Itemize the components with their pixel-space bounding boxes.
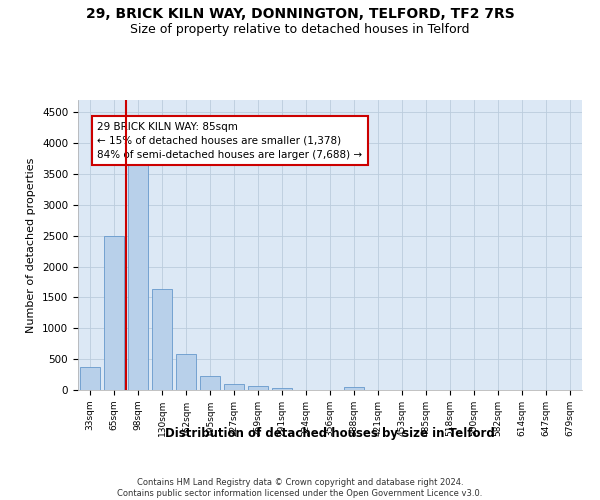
Text: Contains HM Land Registry data © Crown copyright and database right 2024.
Contai: Contains HM Land Registry data © Crown c… <box>118 478 482 498</box>
Bar <box>176 354 196 390</box>
Bar <box>248 386 268 390</box>
Bar <box>104 236 124 390</box>
Bar <box>128 160 148 390</box>
Bar <box>224 384 244 390</box>
Bar <box>80 367 100 390</box>
Text: Size of property relative to detached houses in Telford: Size of property relative to detached ho… <box>130 22 470 36</box>
Bar <box>152 290 172 390</box>
Text: 29 BRICK KILN WAY: 85sqm
← 15% of detached houses are smaller (1,378)
84% of sem: 29 BRICK KILN WAY: 85sqm ← 15% of detach… <box>97 122 362 160</box>
Bar <box>200 376 220 390</box>
Text: Distribution of detached houses by size in Telford: Distribution of detached houses by size … <box>165 428 495 440</box>
Bar <box>272 388 292 390</box>
Y-axis label: Number of detached properties: Number of detached properties <box>26 158 37 332</box>
Text: 29, BRICK KILN WAY, DONNINGTON, TELFORD, TF2 7RS: 29, BRICK KILN WAY, DONNINGTON, TELFORD,… <box>86 8 514 22</box>
Bar <box>344 387 364 390</box>
